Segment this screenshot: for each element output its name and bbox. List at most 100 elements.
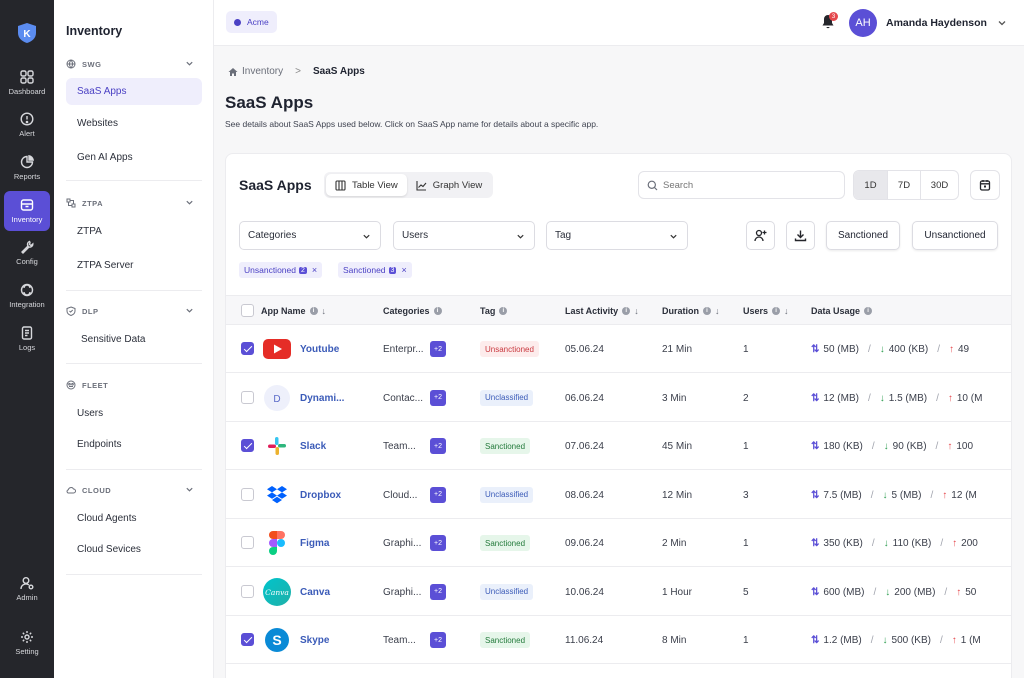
dropbox-icon: [263, 481, 291, 509]
row-checkbox[interactable]: [241, 390, 254, 404]
tag-badge: Unclassified: [480, 389, 534, 406]
section-label: SWG: [82, 59, 102, 69]
sort-icon[interactable]: ↓: [784, 306, 789, 316]
tag-badge: Unclassified: [480, 583, 534, 600]
app-name-link[interactable]: Figma: [300, 538, 330, 549]
assign-users-button[interactable]: [746, 221, 775, 250]
rail-item-reports[interactable]: Reports: [4, 149, 50, 187]
more-categories-badge[interactable]: +2: [430, 389, 446, 406]
upload-usage: 49: [957, 344, 970, 355]
rail-item-admin[interactable]: Admin: [4, 570, 50, 608]
tag-dropdown[interactable]: Tag: [546, 221, 688, 250]
breadcrumb-current: SaaS Apps: [312, 66, 365, 77]
users-dropdown[interactable]: Users: [393, 221, 535, 250]
more-categories-badge[interactable]: +2: [430, 632, 446, 648]
close-icon[interactable]: ×: [311, 265, 318, 275]
sidebar-section-fleet[interactable]: FLEET: [66, 377, 202, 393]
col-app-name[interactable]: App Name i ↓: [261, 306, 327, 316]
divider: [66, 290, 202, 291]
divider: [66, 469, 202, 470]
more-categories-badge[interactable]: +2: [430, 438, 446, 454]
sidebar-item-endpoints[interactable]: Endpoints: [77, 439, 122, 450]
sidebar-item-ztpa-server[interactable]: ZTPA Server: [77, 260, 134, 271]
rail-item-setting[interactable]: Setting: [4, 624, 50, 662]
period-7d[interactable]: 7D: [887, 171, 920, 199]
arrow-down-icon: ↓: [879, 344, 885, 355]
sidebar-item-websites[interactable]: Websites: [77, 118, 118, 129]
row-checkbox[interactable]: [241, 536, 254, 549]
download-button[interactable]: [786, 221, 815, 250]
table-row[interactable]: Figma Graphi... +2 Sanctioned 09.06.24 2…: [226, 519, 1011, 567]
sort-icon[interactable]: ↓: [715, 306, 720, 316]
app-name-link[interactable]: Youtube: [300, 344, 340, 355]
period-30d[interactable]: 30D: [920, 171, 958, 199]
table-row[interactable]: S Skype Team... +2 Sanctioned 11.06.24 8…: [226, 616, 1011, 664]
sidebar-item-cloud-agents[interactable]: Cloud Agents: [77, 513, 137, 524]
sidebar-item-users[interactable]: Users: [77, 408, 104, 419]
app-name-link[interactable]: Slack: [300, 441, 327, 452]
col-users[interactable]: Users i ↓: [743, 306, 789, 316]
avatar[interactable]: AH: [849, 9, 877, 37]
sanctioned-button[interactable]: Sanctioned: [826, 221, 900, 250]
unsanctioned-button[interactable]: Unsanctioned: [912, 221, 998, 250]
calendar-button[interactable]: [970, 170, 1000, 200]
breadcrumb-root[interactable]: Inventory: [242, 66, 284, 77]
rail-item-dashboard[interactable]: Dashboard: [4, 64, 50, 102]
download-usage: 400 (KB): [888, 344, 929, 355]
categories-dropdown[interactable]: Categories: [239, 221, 381, 250]
sort-icon[interactable]: ↓: [321, 306, 327, 316]
top-bar: Acme 3 AH Amanda Haydenson: [214, 0, 1024, 46]
more-categories-badge[interactable]: +2: [430, 341, 446, 357]
row-checkbox[interactable]: [241, 584, 254, 598]
app-name-link[interactable]: Skype: [300, 635, 330, 646]
close-icon[interactable]: ×: [401, 265, 407, 275]
more-categories-badge[interactable]: +2: [430, 486, 446, 503]
saas-apps-card: SaaS Apps Table View Graph View 1D 7D 30…: [225, 153, 1012, 678]
sidebar-item-ztpa[interactable]: ZTPA: [77, 226, 102, 237]
sidebar-item-saas-apps[interactable]: SaaS Apps: [66, 78, 202, 105]
more-categories-badge[interactable]: +2: [430, 583, 446, 600]
table-row[interactable]: Youtube Enterpr... +2 Unsanctioned 05.06…: [226, 325, 1011, 373]
sort-icon[interactable]: ↓: [634, 306, 639, 316]
sidebar-item-sensitive-data[interactable]: Sensitive Data: [81, 334, 146, 345]
table-view-button[interactable]: Table View: [326, 174, 407, 196]
row-checkbox[interactable]: [241, 439, 254, 452]
row-checkbox[interactable]: [241, 487, 254, 501]
sidebar-item-cloud-sevices[interactable]: Cloud Sevices: [77, 544, 141, 555]
info-icon: i: [703, 307, 711, 315]
rail-item-integration[interactable]: Integration: [4, 277, 50, 315]
sidebar-section-dlp[interactable]: DLP: [66, 303, 202, 319]
row-checkbox[interactable]: [241, 342, 254, 355]
table-row[interactable]: Canva Canva Graphi... +2 Unclassified 10…: [226, 568, 1011, 616]
period-1d[interactable]: 1D: [854, 171, 887, 199]
rail-item-logs[interactable]: Logs: [4, 320, 50, 358]
app-name-link[interactable]: Canva: [300, 586, 331, 598]
sidebar-item-gen-ai-apps[interactable]: Gen AI Apps: [77, 152, 133, 163]
sidebar-section-swg[interactable]: SWG: [66, 56, 202, 72]
sidebar-section-ztpa[interactable]: ZTPA: [66, 195, 202, 211]
graph-view-button[interactable]: Graph View: [407, 174, 491, 196]
select-all-checkbox[interactable]: [241, 304, 254, 317]
table-row[interactable]: Slack Team... +2 Sanctioned 07.06.24 45 …: [226, 422, 1011, 470]
col-duration[interactable]: Duration i ↓: [662, 306, 720, 316]
row-checkbox[interactable]: [241, 633, 254, 646]
tenant-selector[interactable]: Acme: [226, 11, 277, 33]
table-row[interactable]: D Dynami... Contac... +2 Unclassified 06…: [226, 374, 1011, 422]
search-input[interactable]: [663, 179, 833, 191]
rail-item-inventory[interactable]: Inventory: [4, 191, 50, 231]
separator: /: [935, 441, 939, 452]
rail-item-alert[interactable]: Alert: [4, 106, 50, 144]
sidebar-section-cloud[interactable]: CLOUD: [66, 482, 202, 498]
user-name[interactable]: Amanda Haydenson: [886, 17, 987, 29]
last-activity-cell: 11.06.24: [565, 635, 604, 646]
more-categories-badge[interactable]: +2: [430, 535, 446, 551]
download-usage: 500 (KB): [891, 635, 931, 646]
chevron-down-icon[interactable]: [997, 18, 1007, 28]
app-name-link[interactable]: Dynami...: [300, 392, 345, 404]
app-name-link[interactable]: Dropbox: [300, 489, 342, 501]
col-last-activity[interactable]: Last Activity i ↓: [565, 306, 639, 316]
rail-item-config[interactable]: Config: [4, 234, 50, 272]
data-usage-cell: ⇅ 1.2 (MB) / ↓ 500 (KB) / ↑ 1 (M: [811, 635, 981, 646]
table-row[interactable]: Dropbox Cloud... +2 Unclassified 08.06.2…: [226, 471, 1011, 519]
